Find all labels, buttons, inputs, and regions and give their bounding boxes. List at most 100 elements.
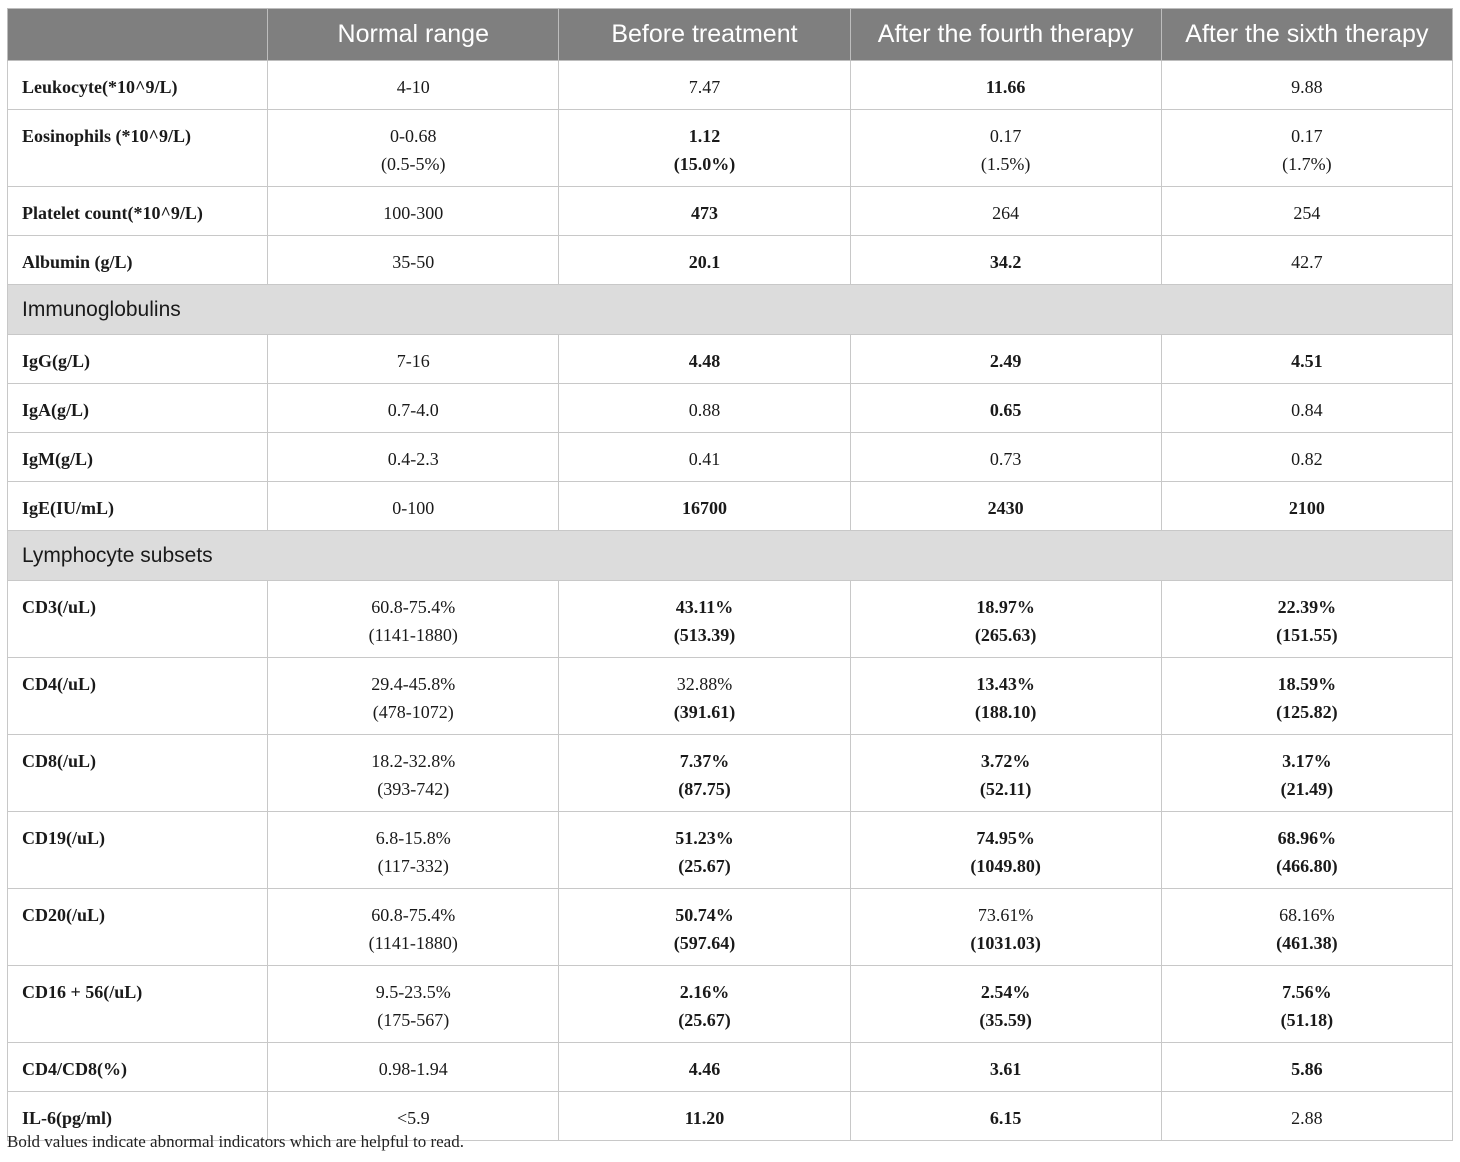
normal-range-cell: 9.5-23.5% (175-567) [267, 965, 560, 1043]
row-label: CD16 + 56(/uL) [6, 965, 269, 1043]
cell-value-line: 3.61 [989, 1059, 1022, 1079]
after-fourth-therapy-cell: 13.43% (188.10) [849, 657, 1162, 735]
lab-results-table: Normal range Before treatment After the … [6, 8, 1454, 1141]
before-treatment-cell: 20.1 [558, 235, 851, 285]
before-treatment-cell: 7.47 [558, 60, 851, 110]
table-row: Platelet count(*10^9/L) 100-300 473 264 254 [6, 186, 1454, 236]
row-label: IgA(g/L) [6, 383, 269, 433]
cell-value-line: (25.67) [678, 856, 731, 876]
before-treatment-cell: 7.37% (87.75) [558, 734, 851, 812]
cell-value-line: (597.64) [673, 933, 736, 953]
cell-value-line: 0.7-4.0 [387, 400, 439, 420]
cell-value-line: 100-300 [383, 203, 444, 223]
before-treatment-cell: 11.20 [558, 1091, 851, 1141]
cell-value-line: (175-567) [377, 1010, 450, 1030]
cell-value-line: (0.5-5%) [381, 154, 446, 174]
normal-range-cell: 0.98-1.94 [267, 1042, 560, 1092]
after-fourth-therapy-cell: 0.65 [849, 383, 1162, 433]
table-row: CD4(/uL) 29.4-45.8% (478-1072) 32.88% (391.6… [6, 657, 1454, 735]
cell-value-line: 42.7 [1291, 252, 1323, 272]
cell-value-line: (1049.80) [970, 856, 1041, 876]
after-sixth-therapy-cell: 18.59% (125.82) [1160, 657, 1454, 735]
normal-range-cell: 0.4-2.3 [267, 432, 560, 482]
cell-value-line: 4.46 [688, 1059, 721, 1079]
cell-value-line: 11.66 [985, 77, 1026, 97]
cell-value-line: 2430 [987, 498, 1024, 518]
after-sixth-therapy-cell: 0.82 [1160, 432, 1454, 482]
cell-value-line: (117-332) [377, 856, 449, 876]
cell-value-line: 9.88 [1291, 77, 1323, 97]
cell-value-line: (51.18) [1280, 1010, 1334, 1030]
section-title: Immunoglobulins [7, 284, 1453, 335]
cell-value-line: 18.2-32.8% [371, 751, 456, 771]
cell-value-line: 2.54% [980, 982, 1031, 1002]
table-row: IL-6(pg/ml) <5.9 11.20 6.15 2.88 [6, 1091, 1454, 1141]
cell-value-line: (1.5%) [980, 154, 1031, 174]
cell-value-line: 9.5-23.5% [375, 982, 451, 1002]
before-treatment-cell: 50.74% (597.64) [558, 888, 851, 966]
row-label: IgM(g/L) [6, 432, 269, 482]
cell-value-line: <5.9 [396, 1108, 430, 1128]
cell-value-line: (1141-1880) [368, 933, 458, 953]
cell-value-line: 4.48 [688, 351, 721, 371]
cell-value-line: (391.61) [673, 702, 736, 722]
cell-value-line: 43.11% [675, 597, 734, 617]
cell-value-line: 16700 [681, 498, 727, 518]
before-treatment-cell: 43.11% (513.39) [558, 580, 851, 658]
cell-value-line: 3.72% [980, 751, 1031, 771]
after-fourth-therapy-cell: 6.15 [849, 1091, 1162, 1141]
cell-value-line: 2100 [1288, 498, 1325, 518]
header-cell-before-treatment: Before treatment [558, 8, 851, 61]
after-sixth-therapy-cell: 7.56% (51.18) [1160, 965, 1454, 1043]
table-row: IgA(g/L) 0.7-4.0 0.88 0.65 0.84 [6, 383, 1454, 433]
section-title: Lymphocyte subsets [7, 530, 1453, 581]
cell-value-line: 473 [690, 203, 718, 223]
header-cell-after-fourth-therapy: After the fourth therapy [849, 8, 1162, 61]
before-treatment-cell: 0.41 [558, 432, 851, 482]
cell-value-line: 6.15 [989, 1108, 1022, 1128]
table-row: Leukocyte(*10^9/L) 4-10 7.47 11.66 9.88 [6, 60, 1454, 110]
cell-value-line: (21.49) [1280, 779, 1334, 799]
cell-value-line: (125.82) [1276, 702, 1338, 722]
normal-range-cell: 18.2-32.8% (393-742) [267, 734, 560, 812]
after-fourth-therapy-cell: 11.66 [849, 60, 1162, 110]
cell-value-line: 29.4-45.8% [371, 674, 456, 694]
table-row: CD19(/uL) 6.8-15.8% (117-332) 51.23% (25.67)… [6, 811, 1454, 889]
normal-range-cell: 60.8-75.4% (1141-1880) [267, 888, 560, 966]
cell-value-line: (188.10) [974, 702, 1037, 722]
cell-value-line: 4.51 [1291, 351, 1323, 371]
normal-range-cell: 60.8-75.4% (1141-1880) [267, 580, 560, 658]
after-sixth-therapy-cell: 5.86 [1160, 1042, 1454, 1092]
section-header-row: Lymphocyte subsets [7, 530, 1453, 581]
table-row: CD4/CD8(%) 0.98-1.94 4.46 3.61 5.86 [6, 1042, 1454, 1092]
cell-value-line: (466.80) [1276, 856, 1338, 876]
before-treatment-cell: 0.88 [558, 383, 851, 433]
cell-value-line: 60.8-75.4% [371, 597, 456, 617]
cell-value-line: (1141-1880) [368, 625, 458, 645]
row-label: Albumin (g/L) [6, 235, 269, 285]
table-header-row: Normal range Before treatment After the … [6, 8, 1454, 61]
after-sixth-therapy-cell: 22.39% (151.55) [1160, 580, 1454, 658]
lab-results-table-container: Normal range Before treatment After the … [6, 8, 1454, 1141]
cell-value-line: 11.20 [684, 1108, 725, 1128]
after-fourth-therapy-cell: 0.17 (1.5%) [849, 109, 1162, 187]
cell-value-line: 22.39% [1277, 597, 1337, 617]
after-fourth-therapy-cell: 2430 [849, 481, 1162, 531]
cell-value-line: 0.4-2.3 [387, 449, 439, 469]
after-fourth-therapy-cell: 0.73 [849, 432, 1162, 482]
before-treatment-cell: 1.12 (15.0%) [558, 109, 851, 187]
header-cell-parameter [6, 8, 269, 61]
cell-value-line: (35.59) [979, 1010, 1032, 1030]
cell-value-line: 20.1 [688, 252, 721, 272]
cell-value-line: 0.41 [688, 449, 721, 469]
cell-value-line: 74.95% [976, 828, 1035, 848]
after-sixth-therapy-cell: 42.7 [1160, 235, 1454, 285]
cell-value-line: 50.74% [675, 905, 734, 925]
after-fourth-therapy-cell: 73.61% (1031.03) [849, 888, 1162, 966]
after-sixth-therapy-cell: 9.88 [1160, 60, 1454, 110]
table-row: CD16 + 56(/uL) 9.5-23.5% (175-567) 2.16% (25… [6, 965, 1454, 1043]
normal-range-cell: 6.8-15.8% (117-332) [267, 811, 560, 889]
cell-value-line: 0.84 [1291, 400, 1323, 420]
cell-value-line: (1.7%) [1282, 154, 1332, 174]
cell-value-line: 0.73 [989, 449, 1022, 469]
